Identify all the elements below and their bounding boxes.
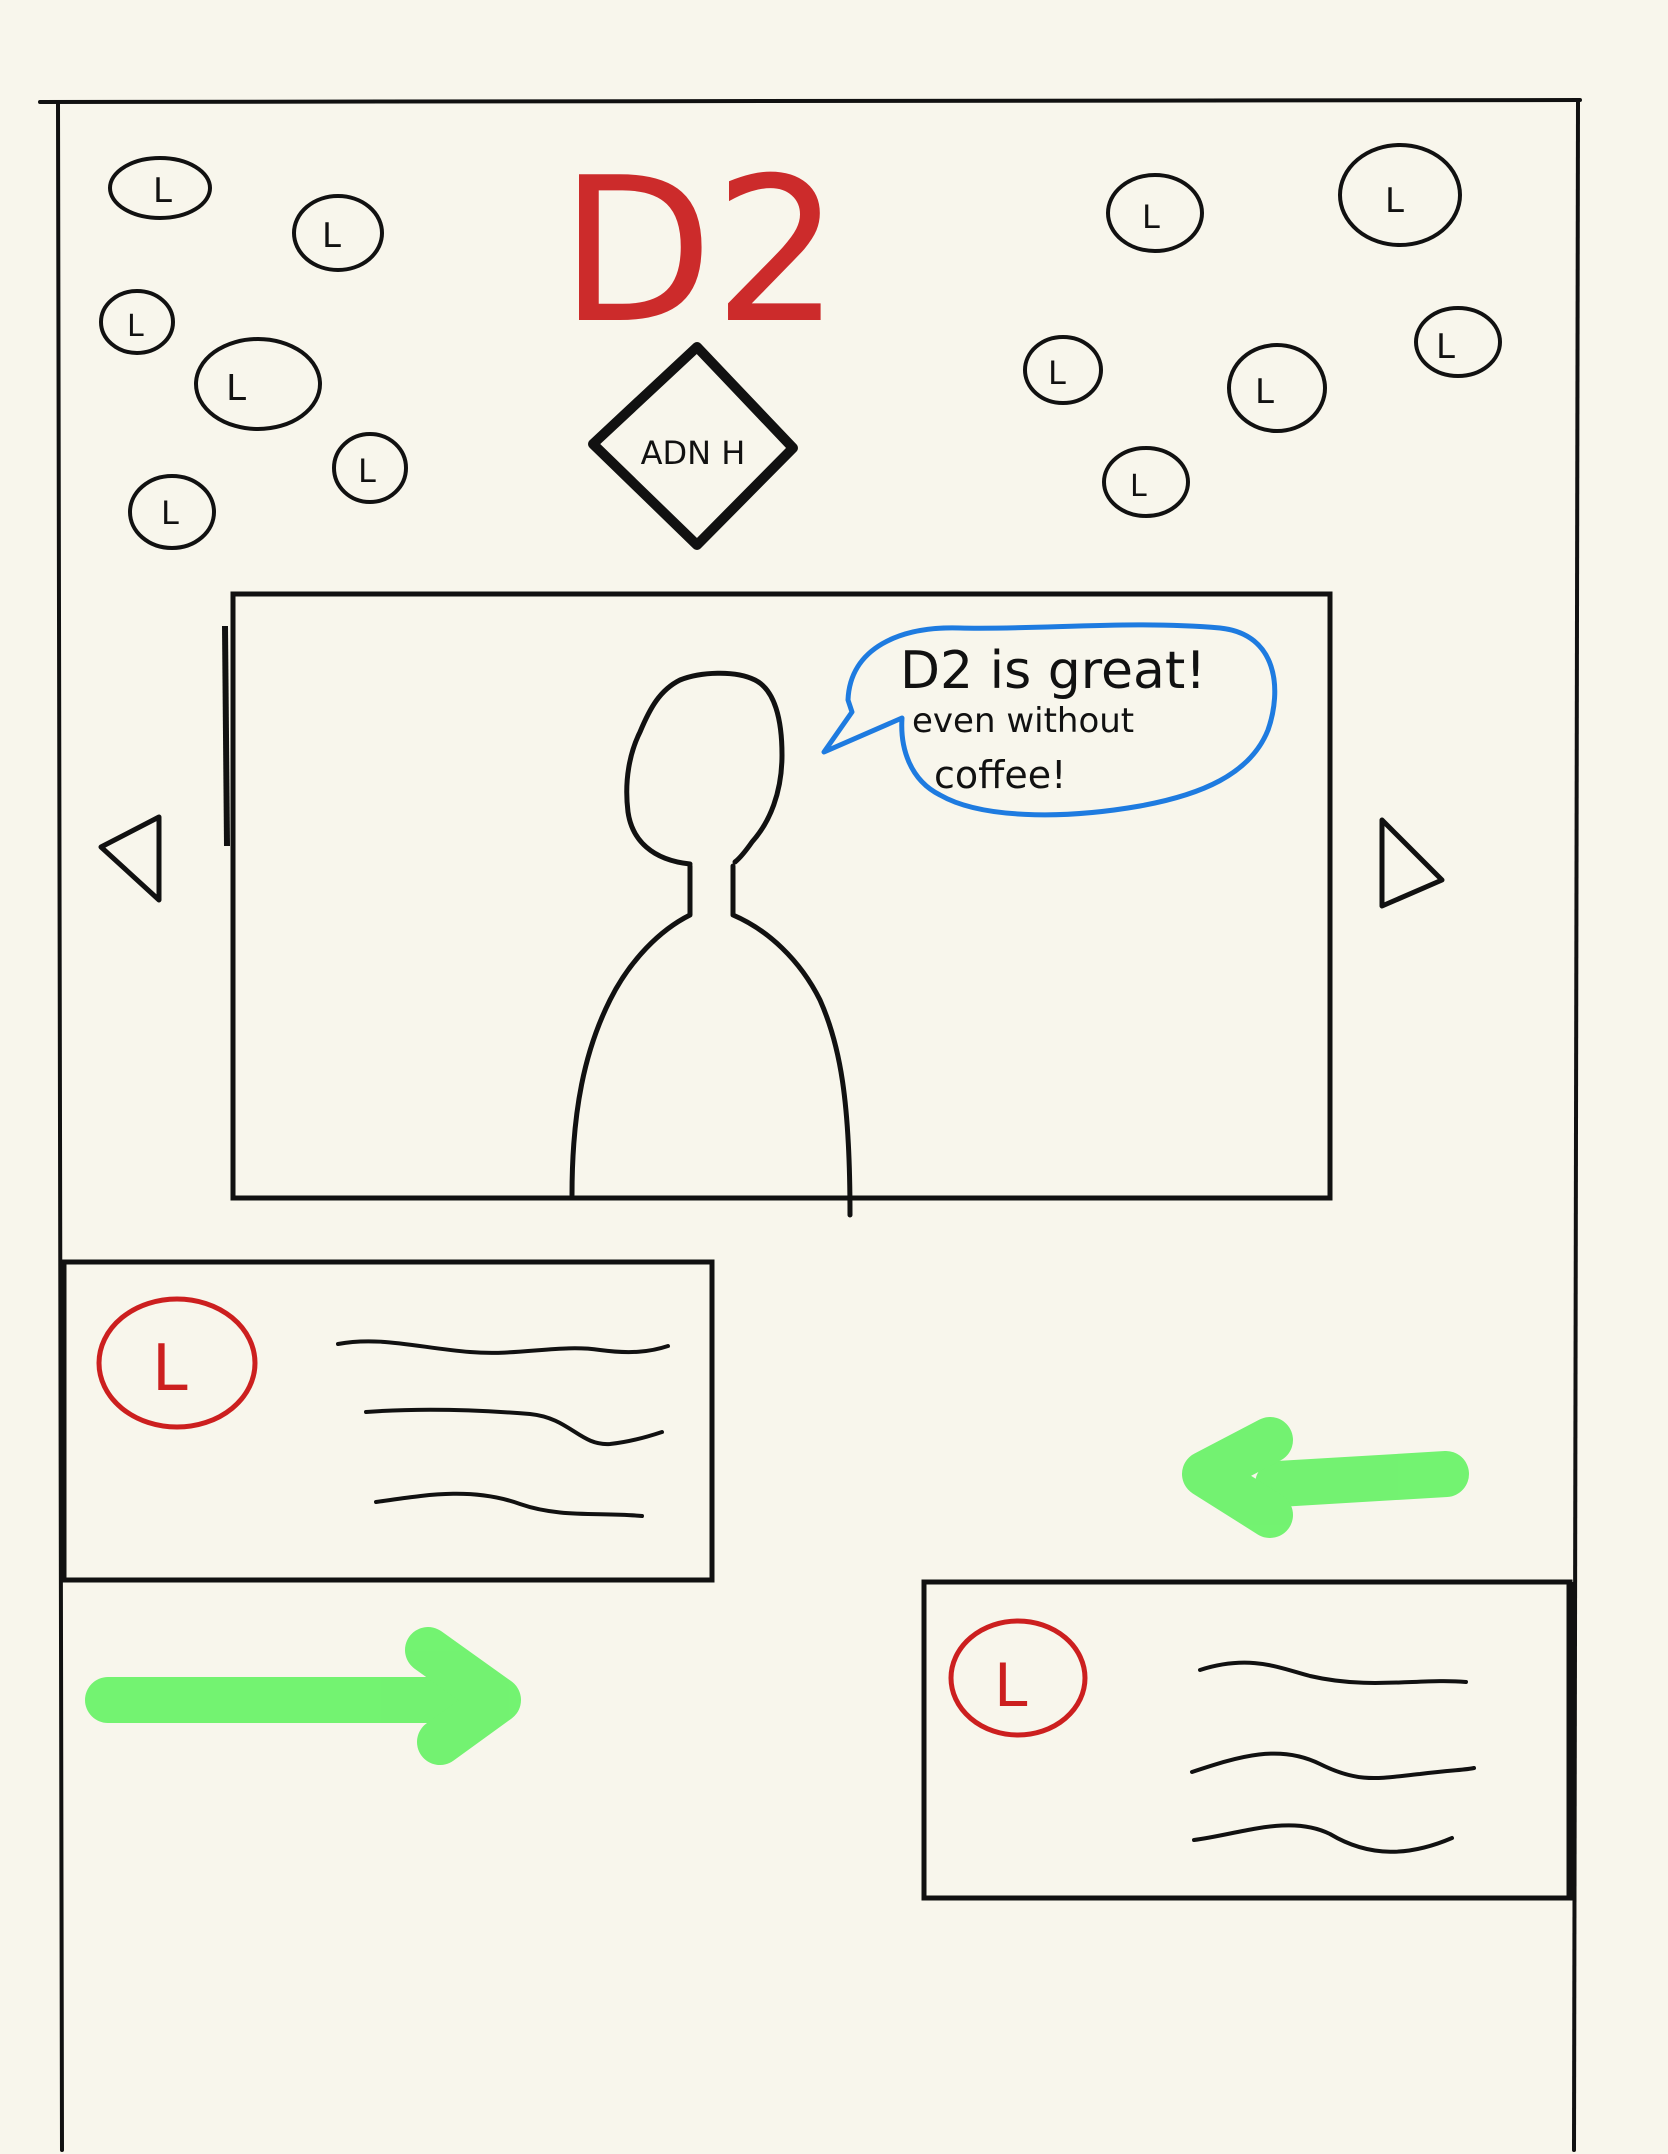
logo-circle[interactable]: L xyxy=(1414,306,1502,378)
logo-cloud-right: L L L L L L xyxy=(1023,143,1502,518)
card-frame xyxy=(61,1259,715,1583)
page-frame xyxy=(38,98,1582,2152)
card-text-lines xyxy=(336,1339,670,1518)
svg-text:L: L xyxy=(1048,354,1066,392)
svg-text:L: L xyxy=(1385,181,1404,221)
svg-text:L: L xyxy=(1436,327,1455,367)
card-avatar[interactable]: L xyxy=(96,1296,258,1430)
logo-circle[interactable]: L xyxy=(99,289,175,355)
logo-circle[interactable]: L xyxy=(108,156,212,220)
logo-cloud-left: L L L L L L xyxy=(99,156,408,550)
speech-line-2: even without xyxy=(912,701,1134,741)
person-silhouette xyxy=(569,670,853,1218)
logo-circle[interactable]: L xyxy=(1023,335,1103,405)
logo-circle[interactable]: L xyxy=(128,474,216,550)
diamond-badge[interactable]: ADN H xyxy=(588,342,798,550)
logo-circle[interactable]: L xyxy=(194,337,322,431)
svg-text:L: L xyxy=(1255,372,1274,412)
logo-circle[interactable]: L xyxy=(332,432,408,504)
badge-label: ADN H xyxy=(641,434,746,472)
svg-text:L: L xyxy=(322,216,341,256)
logo-circle[interactable]: L xyxy=(1338,143,1462,247)
card-text-lines xyxy=(1190,1660,1476,1854)
arrow-right-icon xyxy=(85,1627,521,1765)
carousel-frame xyxy=(230,591,1333,1201)
carousel: D2 is great! even without coffee! xyxy=(98,591,1445,1218)
card-frame xyxy=(921,1579,1573,1901)
page-title: D2 xyxy=(559,135,840,368)
svg-text:L: L xyxy=(358,452,376,490)
speech-bubble: D2 is great! even without coffee! xyxy=(821,622,1278,818)
svg-text:L: L xyxy=(1142,198,1160,236)
triangle-right-icon[interactable] xyxy=(1379,817,1445,909)
svg-text:L: L xyxy=(226,368,246,409)
speech-line-1: D2 is great! xyxy=(900,641,1206,701)
arrow-left-icon xyxy=(1182,1417,1469,1538)
info-card[interactable]: L xyxy=(921,1579,1574,1901)
card-avatar[interactable]: L xyxy=(948,1618,1088,1738)
svg-text:L: L xyxy=(153,171,172,211)
logo-circle[interactable]: L xyxy=(1227,343,1327,433)
logo-circle[interactable]: L xyxy=(292,194,384,272)
svg-text:L: L xyxy=(994,1651,1028,1721)
logo-circle[interactable]: L xyxy=(1106,173,1204,253)
svg-text:L: L xyxy=(127,309,144,344)
svg-text:L: L xyxy=(152,1332,188,1406)
info-card[interactable]: L xyxy=(61,1259,715,1583)
svg-text:L: L xyxy=(1130,469,1147,504)
svg-text:L: L xyxy=(161,494,179,532)
logo-circle[interactable]: L xyxy=(1102,446,1190,518)
triangle-left-icon[interactable] xyxy=(98,814,162,903)
speech-line-3: coffee! xyxy=(934,753,1066,797)
